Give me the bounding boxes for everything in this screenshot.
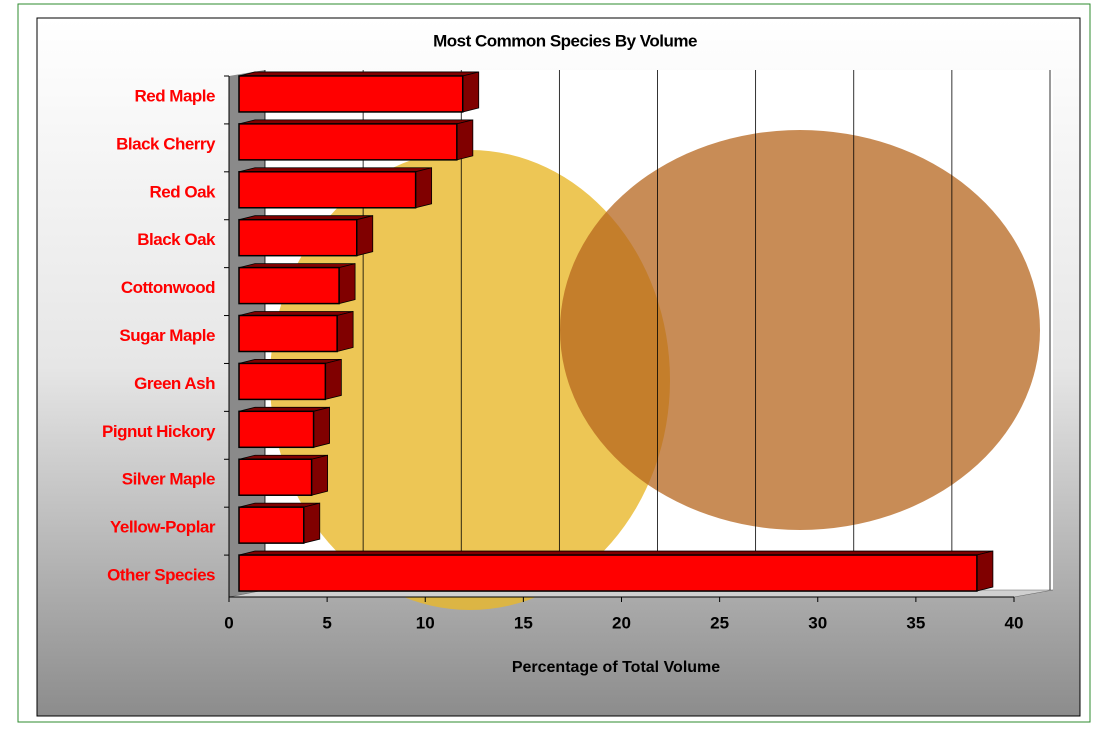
y-tick-label: Cottonwood	[121, 278, 215, 297]
bar-side	[416, 168, 432, 208]
bar-side	[463, 72, 479, 112]
bar-side	[314, 407, 330, 447]
bar	[239, 76, 463, 112]
x-tick-label: 40	[1005, 613, 1024, 632]
y-tick-label: Red Maple	[134, 86, 215, 105]
bar	[239, 507, 304, 543]
bar-side	[457, 120, 473, 160]
x-tick-label: 15	[514, 613, 533, 632]
x-tick-label: 5	[322, 613, 331, 632]
page: Most Common Species By Volume Percentage…	[0, 0, 1094, 729]
x-tick-label: 20	[612, 613, 631, 632]
y-tick-label: Other Species	[107, 566, 215, 585]
bar	[239, 459, 312, 495]
y-tick-label: Yellow-Poplar	[110, 518, 216, 537]
bar-side	[357, 216, 373, 256]
bar	[239, 411, 314, 447]
bar	[239, 172, 416, 208]
chart-title: Most Common Species By Volume	[433, 31, 697, 50]
y-tick-label: Silver Maple	[122, 470, 215, 489]
y-tick-label: Red Oak	[150, 182, 217, 201]
bar	[239, 268, 339, 304]
bar	[239, 363, 325, 399]
x-axis-label: Percentage of Total Volume	[512, 659, 720, 676]
bar	[239, 555, 977, 591]
y-tick-label: Green Ash	[134, 374, 215, 393]
leaf-decoration	[560, 130, 1040, 530]
x-tick-label: 35	[906, 613, 925, 632]
bar-side	[339, 264, 355, 304]
y-tick-label: Sugar Maple	[119, 326, 215, 345]
bar-side	[304, 503, 320, 543]
chart: Most Common Species By Volume Percentage…	[0, 0, 1094, 729]
bar-side	[325, 359, 341, 399]
x-tick-label: 30	[808, 613, 827, 632]
bar-side	[337, 312, 353, 352]
x-tick-label: 10	[416, 613, 435, 632]
y-tick-label: Pignut Hickory	[102, 422, 216, 441]
y-tick-label: Black Oak	[137, 230, 216, 249]
bar	[239, 220, 357, 256]
bar	[239, 316, 337, 352]
y-tick-label: Black Cherry	[116, 134, 216, 153]
bar	[239, 124, 457, 160]
bar-side	[312, 455, 328, 495]
x-tick-label: 25	[710, 613, 729, 632]
bar-side	[977, 551, 993, 591]
x-tick-label: 0	[224, 613, 233, 632]
